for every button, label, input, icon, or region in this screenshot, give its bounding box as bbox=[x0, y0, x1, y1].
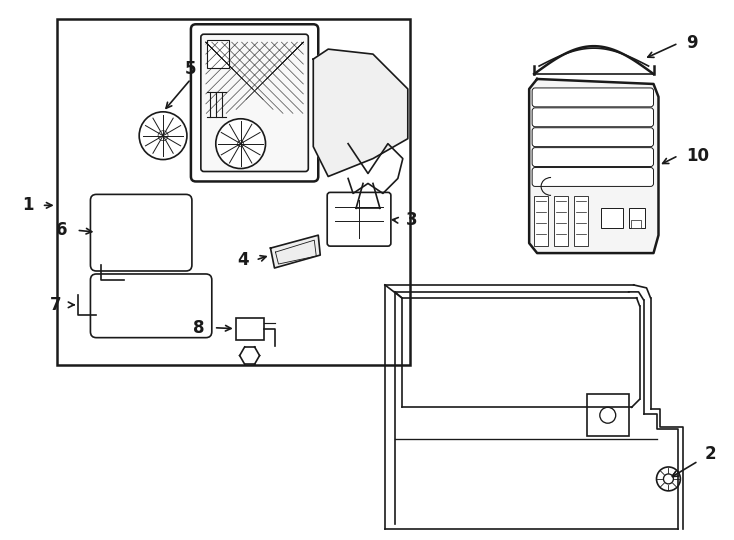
Bar bbox=[534, 197, 548, 246]
Polygon shape bbox=[529, 79, 658, 253]
Bar bbox=[601, 208, 622, 228]
Text: 2: 2 bbox=[704, 445, 716, 463]
Bar bbox=[587, 394, 628, 436]
FancyBboxPatch shape bbox=[532, 88, 653, 107]
Text: 6: 6 bbox=[56, 221, 68, 239]
Bar bbox=[574, 197, 588, 246]
FancyBboxPatch shape bbox=[532, 108, 653, 127]
Text: 9: 9 bbox=[686, 34, 698, 52]
Text: 5: 5 bbox=[185, 60, 197, 78]
Bar bbox=[554, 197, 568, 246]
Bar bbox=[57, 19, 410, 364]
Text: 1: 1 bbox=[22, 197, 34, 214]
Circle shape bbox=[600, 407, 616, 423]
FancyBboxPatch shape bbox=[532, 147, 653, 166]
Text: 8: 8 bbox=[193, 319, 205, 337]
Bar bbox=[207, 40, 229, 68]
Bar bbox=[628, 208, 644, 228]
FancyBboxPatch shape bbox=[532, 128, 653, 147]
Bar bbox=[236, 318, 264, 340]
FancyBboxPatch shape bbox=[201, 34, 308, 172]
Circle shape bbox=[139, 112, 187, 160]
Polygon shape bbox=[313, 49, 408, 177]
Text: 4: 4 bbox=[237, 251, 249, 269]
FancyBboxPatch shape bbox=[532, 167, 653, 186]
FancyBboxPatch shape bbox=[90, 274, 212, 338]
Text: 3: 3 bbox=[406, 211, 418, 230]
FancyBboxPatch shape bbox=[90, 194, 192, 271]
Text: 10: 10 bbox=[686, 146, 709, 165]
Circle shape bbox=[216, 119, 266, 168]
Text: 7: 7 bbox=[50, 296, 62, 314]
Bar bbox=[631, 220, 641, 228]
FancyBboxPatch shape bbox=[327, 192, 391, 246]
Circle shape bbox=[656, 467, 680, 491]
Circle shape bbox=[238, 140, 244, 147]
Circle shape bbox=[158, 131, 168, 140]
FancyBboxPatch shape bbox=[191, 24, 319, 181]
Polygon shape bbox=[271, 235, 320, 268]
Circle shape bbox=[664, 474, 673, 484]
